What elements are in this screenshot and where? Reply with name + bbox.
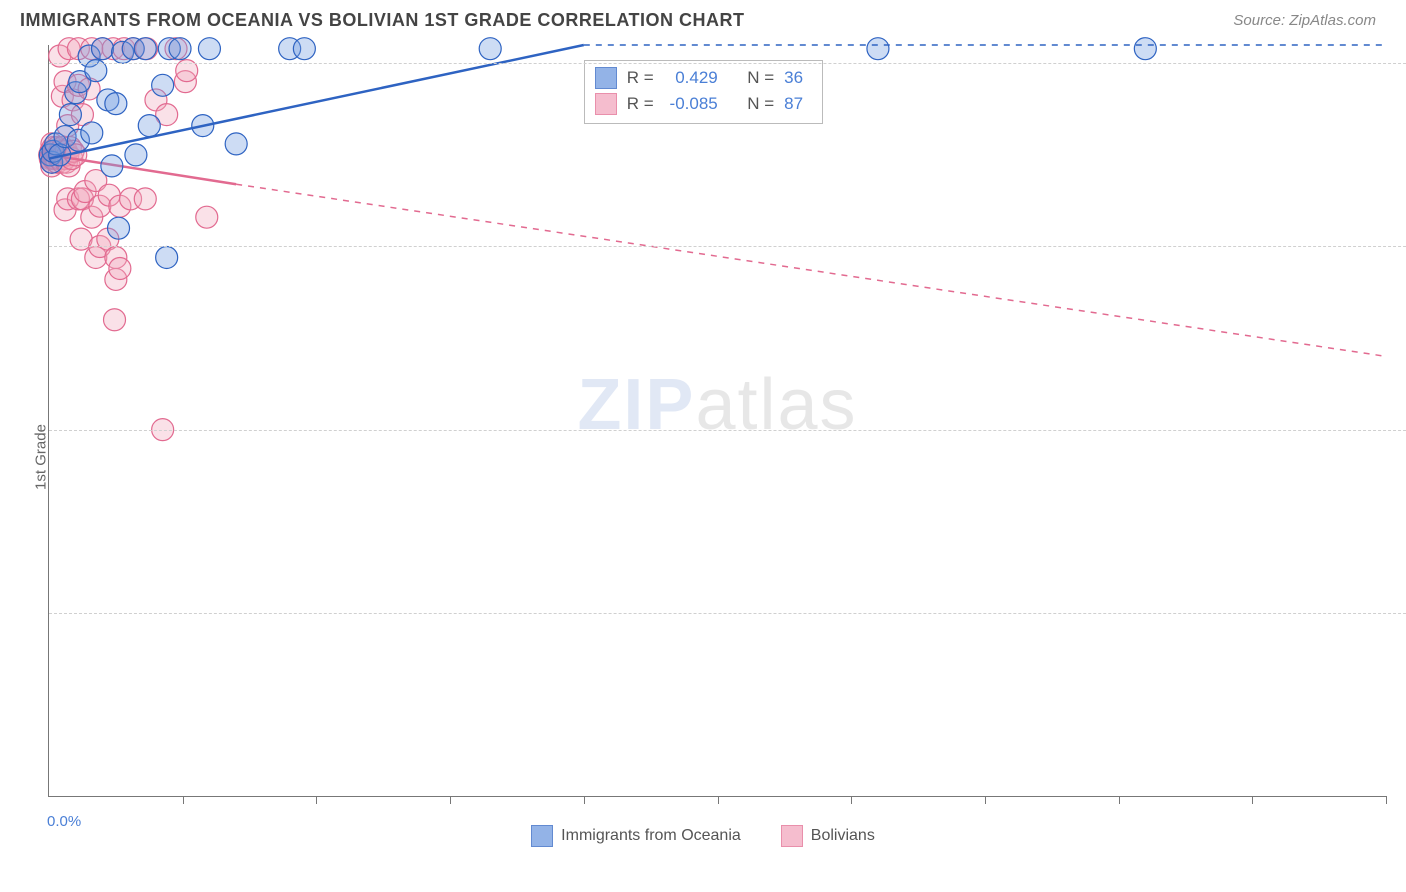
point-blue xyxy=(59,104,81,126)
y-tick-label: 100.0% xyxy=(1394,55,1406,72)
legend-label-blue: Immigrants from Oceania xyxy=(561,827,741,845)
point-blue xyxy=(1134,38,1156,60)
x-tick xyxy=(851,796,852,804)
point-blue xyxy=(101,155,123,177)
swatch-blue xyxy=(595,67,617,89)
gridline xyxy=(49,246,1406,247)
point-blue xyxy=(156,246,178,268)
legend-swatch-pink xyxy=(781,825,803,847)
corr-n-label: N = xyxy=(747,91,774,117)
legend-item-pink: Bolivians xyxy=(781,825,875,847)
x-tick xyxy=(985,796,986,804)
x-tick xyxy=(1386,796,1387,804)
point-blue xyxy=(91,38,113,60)
scatter-svg xyxy=(49,45,1386,796)
gridline xyxy=(49,613,1406,614)
y-tick-label: 90.0% xyxy=(1394,421,1406,438)
chart-title: IMMIGRANTS FROM OCEANIA VS BOLIVIAN 1ST … xyxy=(20,10,745,31)
point-blue xyxy=(293,38,315,60)
point-pink xyxy=(196,206,218,228)
x-tick xyxy=(316,796,317,804)
point-blue xyxy=(81,122,103,144)
corr-row-blue: R = 0.429 N = 36 xyxy=(595,65,812,91)
gridline xyxy=(49,430,1406,431)
x-tick xyxy=(718,796,719,804)
point-blue xyxy=(138,115,160,137)
swatch-pink xyxy=(595,93,617,115)
corr-r-blue: 0.429 xyxy=(664,65,718,91)
point-blue xyxy=(169,38,191,60)
regression-solid-blue xyxy=(49,45,584,159)
correlation-box: R = 0.429 N = 36 R = -0.085 N = 87 xyxy=(584,60,823,124)
corr-row-pink: R = -0.085 N = 87 xyxy=(595,91,812,117)
x-tick xyxy=(183,796,184,804)
point-blue xyxy=(125,144,147,166)
y-tick-label: 95.0% xyxy=(1394,238,1406,255)
x-tick xyxy=(1252,796,1253,804)
point-pink xyxy=(109,257,131,279)
corr-r-label: R = xyxy=(627,91,654,117)
corr-n-label: N = xyxy=(747,65,774,91)
y-tick-label: 85.0% xyxy=(1394,604,1406,621)
corr-r-pink: -0.085 xyxy=(664,91,718,117)
legend-item-blue: Immigrants from Oceania xyxy=(531,825,741,847)
point-blue xyxy=(105,93,127,115)
plot-area: ZIPatlas R = 0.429 N = 36 R = -0.085 N =… xyxy=(48,45,1386,797)
point-blue xyxy=(152,74,174,96)
point-blue xyxy=(134,38,156,60)
y-axis-label: 1st Grade xyxy=(32,424,49,490)
point-pink xyxy=(104,309,126,331)
source-prefix: Source: xyxy=(1233,12,1289,29)
point-blue xyxy=(867,38,889,60)
x-tick xyxy=(1119,796,1120,804)
point-pink xyxy=(134,188,156,210)
legend-swatch-blue xyxy=(531,825,553,847)
corr-n-blue: 36 xyxy=(784,65,812,91)
source-attribution: Source: ZipAtlas.com xyxy=(1233,12,1376,29)
chart-container: 1st Grade ZIPatlas R = 0.429 N = 36 R = … xyxy=(0,37,1406,877)
gridline xyxy=(49,63,1406,64)
point-blue xyxy=(479,38,501,60)
legend: Immigrants from Oceania Bolivians xyxy=(0,825,1406,847)
corr-n-pink: 87 xyxy=(784,91,812,117)
point-blue xyxy=(108,217,130,239)
point-blue xyxy=(198,38,220,60)
legend-label-pink: Bolivians xyxy=(811,827,875,845)
corr-r-label: R = xyxy=(627,65,654,91)
header: IMMIGRANTS FROM OCEANIA VS BOLIVIAN 1ST … xyxy=(0,0,1406,37)
plot-wrap: ZIPatlas R = 0.429 N = 36 R = -0.085 N =… xyxy=(48,45,1386,797)
source-name: ZipAtlas.com xyxy=(1289,12,1376,29)
point-blue xyxy=(225,133,247,155)
x-tick xyxy=(450,796,451,804)
regression-dash-pink xyxy=(236,184,1386,356)
x-tick xyxy=(584,796,585,804)
